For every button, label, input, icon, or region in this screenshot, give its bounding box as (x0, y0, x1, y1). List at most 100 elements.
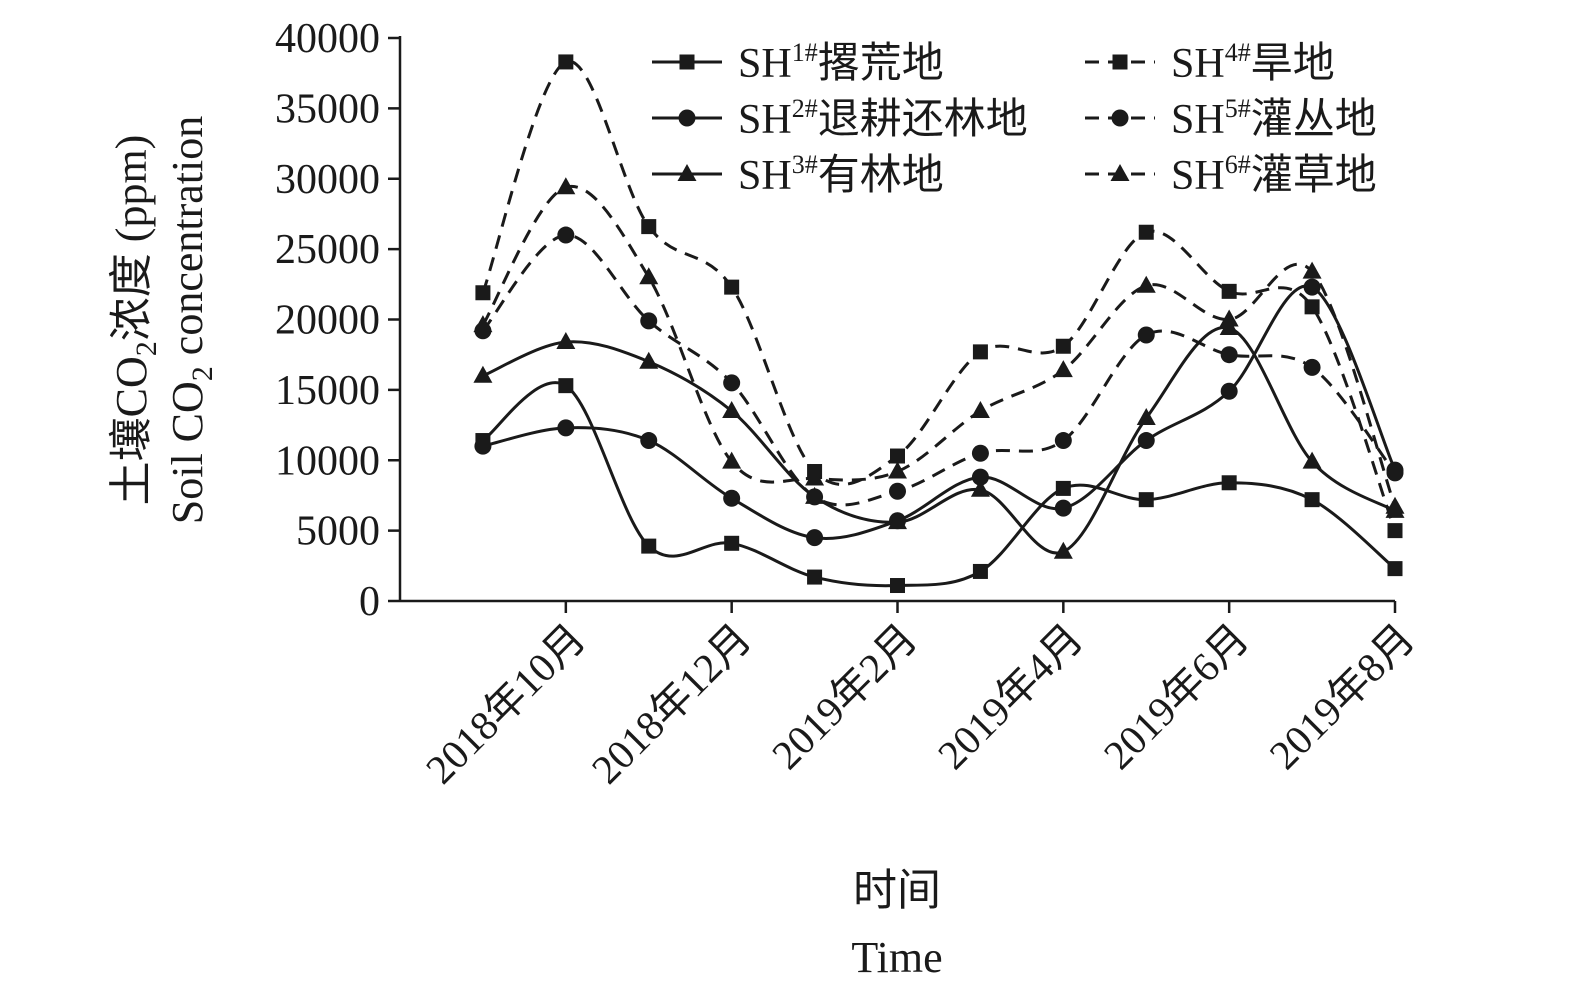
data-point (1053, 360, 1073, 378)
data-point (1385, 496, 1405, 514)
series-4 (475, 54, 1403, 539)
series-6 (473, 177, 1405, 514)
legend-marker (679, 54, 695, 70)
data-point (805, 468, 825, 486)
data-point (640, 312, 658, 330)
data-point (1136, 408, 1156, 426)
data-point (641, 219, 657, 235)
data-point (724, 279, 740, 295)
legend-label: SH4#旱地 (1171, 38, 1335, 87)
data-point (890, 448, 905, 464)
data-point (889, 482, 906, 500)
data-point (972, 563, 988, 579)
series-3 (473, 317, 1405, 559)
data-point (1303, 278, 1321, 296)
data-point (1221, 475, 1237, 491)
data-point (722, 400, 742, 418)
data-point (557, 226, 575, 244)
y-tick-label: 30000 (275, 157, 380, 203)
data-point (556, 332, 576, 350)
legend-label: SH3#有林地 (738, 150, 944, 199)
data-point (1304, 492, 1320, 508)
legend: SH1#撂荒地 SH2#退耕还林地 SH3#有林地 SH4#旱地 SH5#灌丛地 SH6#… (652, 38, 1377, 199)
series-line-5 (481, 233, 1397, 507)
legend-entry-4: SH4#旱地 (1085, 38, 1335, 87)
data-point (1386, 464, 1404, 482)
legend-label: SH1#撂荒地 (738, 38, 944, 87)
data-point (1136, 275, 1156, 293)
legend-entry-5: SH5#灌丛地 (1085, 94, 1377, 143)
data-point (640, 432, 658, 450)
legend-entry-2: SH2#退耕还林地 (652, 94, 1028, 143)
x-tick-label: 2018年10月 (417, 615, 594, 792)
data-point (1387, 561, 1403, 577)
data-point (806, 529, 824, 547)
data-point (1138, 224, 1154, 240)
data-point (970, 400, 990, 418)
x-tick-label: 2019年2月 (763, 615, 926, 778)
legend-label: SH5#灌丛地 (1171, 94, 1377, 143)
data-point (557, 419, 575, 437)
x-tick-label: 2018年12月 (583, 615, 760, 792)
y-tick-label: 0 (359, 579, 380, 625)
series-line-1 (481, 381, 1396, 588)
data-point (807, 569, 823, 585)
legend-label: SH6#灌草地 (1171, 150, 1377, 199)
data-point (1054, 432, 1072, 450)
data-point (723, 489, 741, 507)
data-point (558, 54, 574, 70)
y-tick-label: 10000 (275, 438, 380, 484)
data-point (1137, 326, 1155, 344)
data-point (724, 535, 740, 551)
y-axis-title-en: Soil CO2 concentration (163, 116, 219, 525)
data-point (1054, 499, 1072, 517)
data-point (558, 378, 574, 394)
data-point (1302, 451, 1322, 469)
data-point (639, 267, 659, 285)
legend-marker (1110, 164, 1130, 181)
series-2 (474, 278, 1404, 547)
data-point (722, 451, 742, 469)
data-point (641, 538, 657, 554)
y-tick-label: 20000 (275, 298, 380, 344)
data-point (1220, 346, 1238, 364)
data-point (971, 468, 989, 486)
legend-entry-1: SH1#撂荒地 (652, 38, 944, 87)
data-point (970, 479, 990, 497)
y-tick-label: 5000 (296, 509, 380, 555)
data-point (806, 488, 824, 506)
x-axis-title-cn: 时间 (853, 866, 941, 915)
data-point (1138, 492, 1154, 508)
data-point (1219, 309, 1239, 327)
y-axis-ticks: 0 5000 10000 15000 20000 25000 30000 35000 40000 (275, 16, 400, 625)
series-line-3 (482, 325, 1396, 555)
data-point (475, 285, 491, 301)
data-point (473, 365, 493, 383)
data-point (888, 461, 907, 479)
x-tick-label: 2019年6月 (1095, 615, 1258, 778)
data-point (556, 177, 576, 195)
data-point (1137, 432, 1155, 450)
legend-marker (678, 109, 696, 127)
x-tick-label: 2019年4月 (929, 615, 1092, 778)
legend-entry-6: SH6#灌草地 (1085, 150, 1377, 199)
data-point (723, 374, 741, 392)
data-point (474, 437, 492, 455)
y-tick-label: 40000 (275, 16, 380, 62)
series-group (473, 54, 1405, 594)
axis-titles: 时间 Time 土壤CO2浓度 (ppm)Soil CO2 concentratio… (107, 116, 943, 982)
y-tick-label: 15000 (275, 368, 380, 414)
y-tick-label: 35000 (275, 86, 380, 132)
legend-marker (1112, 54, 1128, 70)
data-point (1304, 299, 1320, 315)
data-point (1220, 382, 1238, 400)
series-1 (475, 378, 1403, 594)
series-5 (474, 226, 1404, 507)
legend-entry-3: SH3#有林地 (652, 150, 944, 199)
x-axis-title-en: Time (851, 933, 942, 982)
data-point (888, 512, 907, 530)
series-line-6 (481, 184, 1397, 508)
y-axis-title-cn: 土壤CO2浓度 (ppm) (107, 135, 163, 506)
data-point (639, 351, 659, 369)
